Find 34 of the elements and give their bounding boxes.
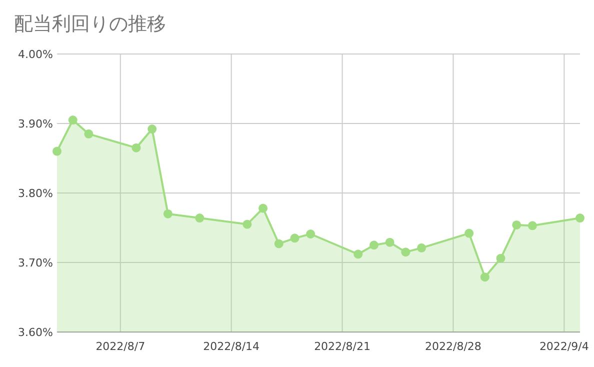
point: [354, 250, 363, 259]
y-tick-label: 4.00%: [18, 48, 53, 61]
x-tick-label: 2022/8/28: [425, 340, 482, 353]
point: [464, 228, 474, 238]
point: [242, 220, 252, 229]
point: [84, 129, 94, 138]
point: [274, 239, 284, 248]
point: [480, 272, 490, 282]
point: [496, 254, 506, 263]
point: [528, 221, 537, 230]
x-tick-label: 2022/8/21: [314, 340, 370, 353]
chart-title: 配当利回りの推移: [14, 13, 166, 35]
point: [195, 214, 204, 223]
y-tick-label: 3.60%: [18, 326, 53, 339]
x-tick-label: 2022/9/4: [539, 340, 589, 353]
point: [401, 248, 410, 257]
point: [306, 230, 316, 239]
point: [512, 220, 522, 230]
point: [148, 124, 157, 134]
point: [163, 209, 172, 218]
y-tick-label: 3.70%: [18, 256, 53, 270]
point: [369, 240, 378, 250]
point: [576, 214, 584, 223]
point: [385, 238, 394, 247]
point: [68, 116, 78, 125]
point: [417, 243, 426, 252]
point: [290, 234, 300, 243]
point: [52, 146, 62, 156]
point: [132, 143, 141, 152]
point: [258, 204, 268, 213]
y-tick-label: 3.80%: [18, 187, 53, 200]
y-tick-label: 3.90%: [18, 118, 53, 130]
x-tick-label: 2022/8/14: [203, 340, 260, 353]
x-tick-label: 2022/8/7: [96, 340, 146, 353]
